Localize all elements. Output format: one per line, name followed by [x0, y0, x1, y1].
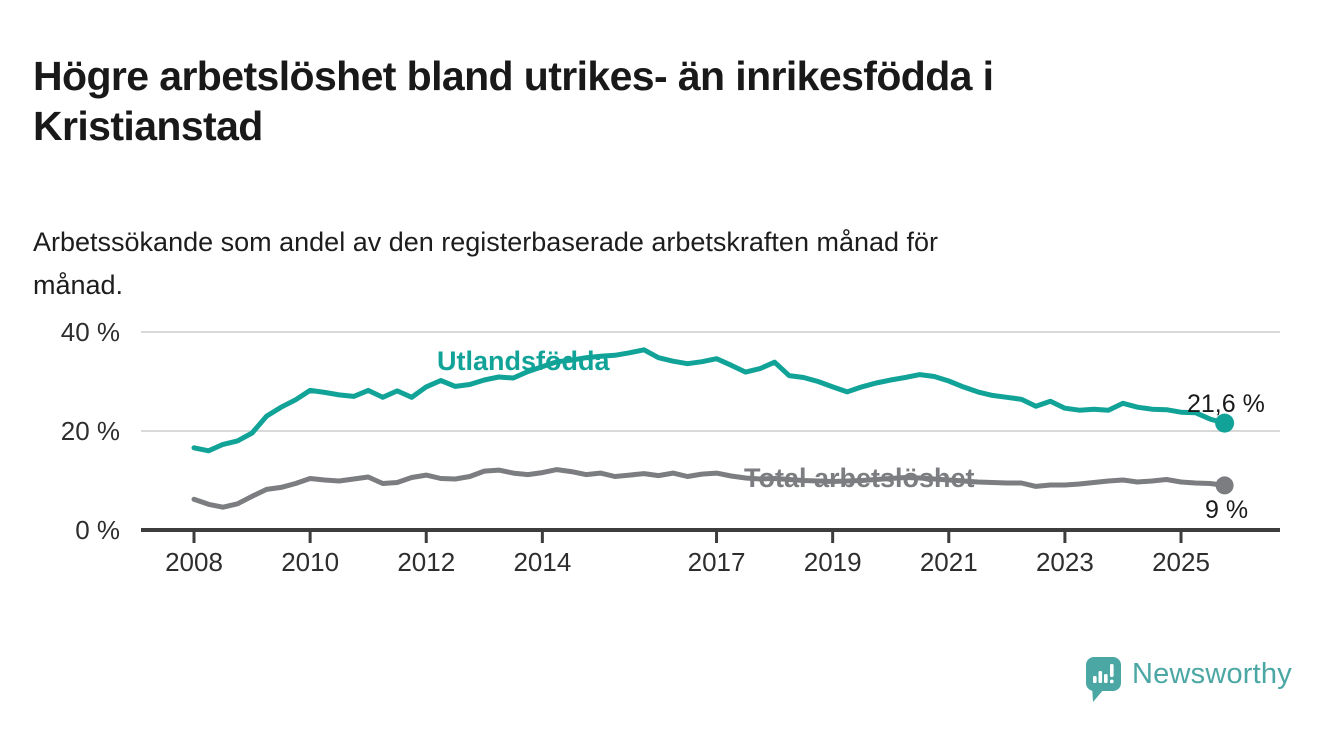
newsworthy-logo-icon: [1086, 657, 1121, 702]
series-line-1: [191, 467, 1228, 510]
x-axis-label: 2023: [1035, 547, 1094, 577]
series-end-dot-0: [1215, 413, 1235, 433]
end-value-label-utlandsfodda: 21,6 %: [1187, 390, 1265, 418]
y-axis-label: 40 %: [60, 317, 120, 347]
x-axis-label: 2021: [919, 547, 978, 577]
series-end-dot-1: [1215, 476, 1234, 495]
newsworthy-brand: Newsworthy: [1085, 656, 1292, 706]
chart-title: Högre arbetslöshet bland utrikes- än inr…: [33, 53, 994, 150]
series-line-0: [191, 347, 1228, 454]
y-axis-label: 0 %: [75, 515, 120, 545]
x-axis-label: 2012: [397, 547, 456, 577]
end-value-label-total-arbetsloshet: 9 %: [1205, 496, 1249, 524]
x-axis-label: 2019: [803, 547, 862, 577]
series-label-total-arbetsloshet: Total arbetslöshet: [744, 463, 975, 493]
x-axis-label: 2014: [513, 547, 572, 577]
x-axis-label: 2008: [165, 547, 223, 577]
y-axis-label: 20 %: [60, 416, 120, 446]
x-axis-label: 2010: [281, 547, 340, 577]
x-axis-label: 2017: [687, 547, 746, 577]
chart-subtitle: Arbetssökande som andel av den registerb…: [33, 227, 939, 301]
series-label-utlandsfodda: Utlandsfödda: [437, 346, 610, 376]
x-axis-label: 2025: [1152, 547, 1210, 577]
brand-name: Newsworthy: [1132, 658, 1292, 690]
